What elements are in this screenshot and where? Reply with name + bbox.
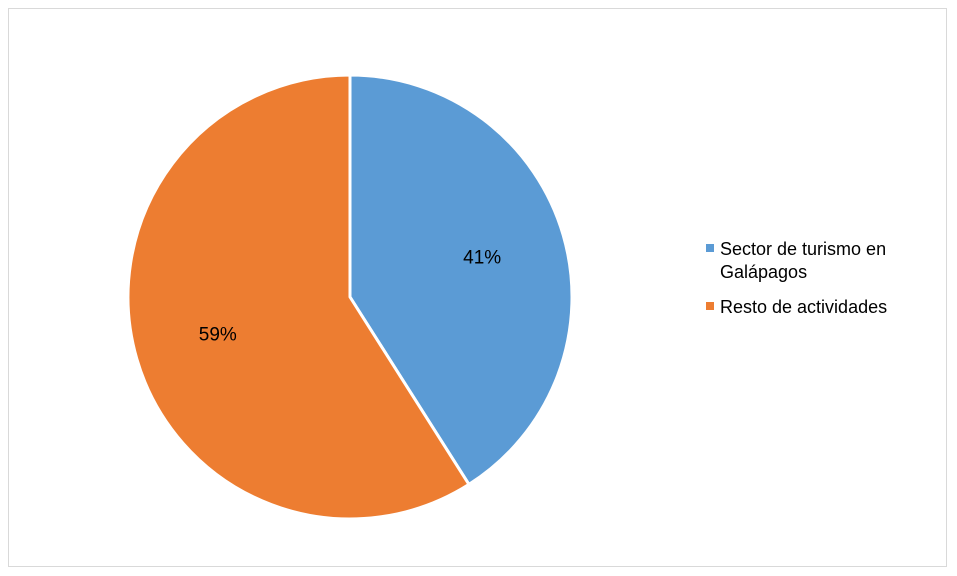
data-label-tourism: 41% bbox=[463, 248, 501, 269]
legend: Sector de turismo en Galápagos Resto de … bbox=[706, 238, 946, 331]
legend-swatch-tourism bbox=[706, 244, 714, 252]
data-label-other-activities: 59% bbox=[199, 324, 237, 345]
legend-item-tourism: Sector de turismo en Galápagos bbox=[706, 238, 946, 284]
legend-label-tourism: Sector de turismo en Galápagos bbox=[720, 239, 887, 282]
legend-swatch-other-activities bbox=[706, 302, 714, 310]
legend-label-other-activities: Resto de actividades bbox=[720, 297, 888, 317]
pie-slice-other-activities bbox=[126, 73, 471, 521]
legend-item-other-activities: Resto de actividades bbox=[706, 296, 946, 319]
